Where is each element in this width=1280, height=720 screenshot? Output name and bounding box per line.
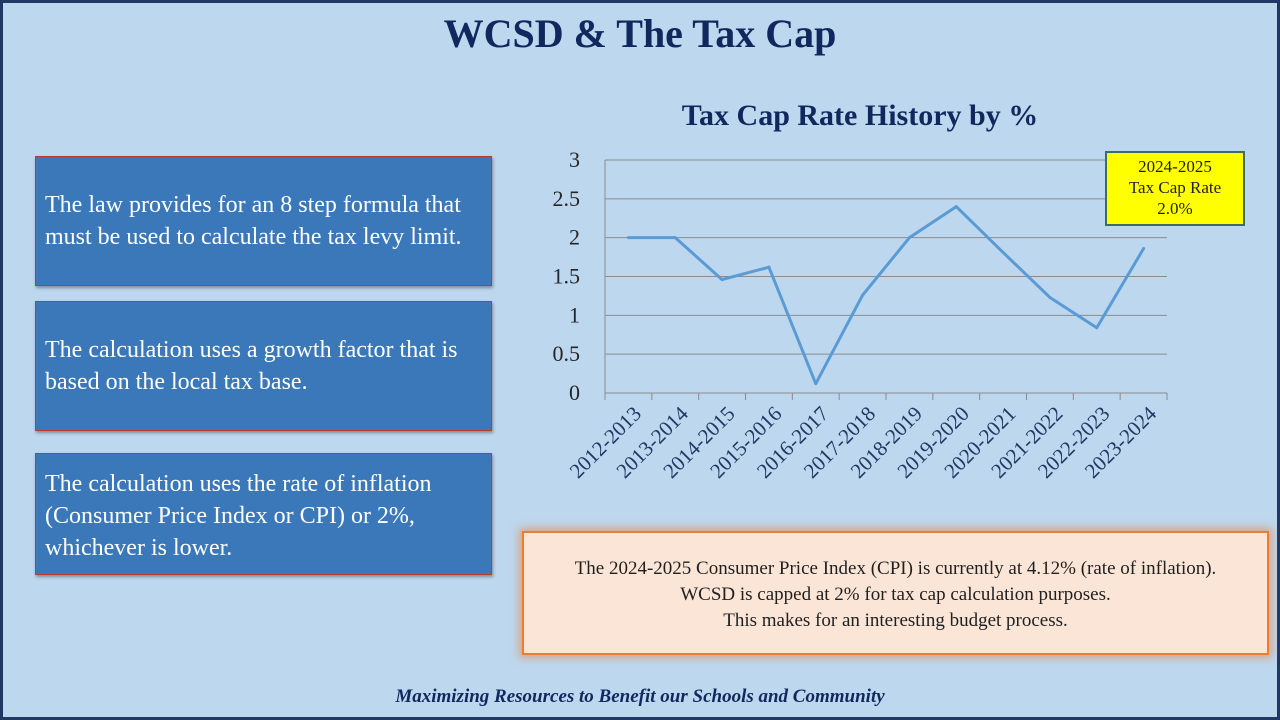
y-tick-label: 0 (569, 380, 580, 405)
callout-rate: 2.0% (1157, 199, 1193, 218)
info-box-text: The law provides for an 8 step formula t… (45, 192, 462, 250)
y-tick-label: 2.5 (553, 186, 581, 211)
chart-title: Tax Cap Rate History by % (681, 99, 1039, 132)
info-box-inflation: The calculation uses the rate of inflati… (35, 453, 492, 575)
data-point (1048, 295, 1052, 299)
slide-footer: Maximizing Resources to Benefit our Scho… (395, 686, 885, 707)
data-point (673, 236, 677, 240)
chart-series (626, 205, 1146, 386)
info-box-text: The calculation uses the rate of inflati… (45, 471, 432, 561)
data-point (626, 236, 630, 240)
cpi-note-line: The 2024-2025 Consumer Price Index (CPI)… (574, 558, 1217, 579)
series-line (628, 205, 1145, 386)
info-box-formula: The law provides for an 8 step formula t… (35, 156, 492, 286)
callout-year: 2024-2025 (1138, 157, 1212, 176)
data-point (814, 382, 818, 386)
data-point (1001, 250, 1005, 254)
data-point (1095, 326, 1099, 330)
data-point (767, 265, 771, 269)
info-box-growth-factor: The calculation uses a growth factor tha… (35, 301, 492, 431)
y-tick-label: 2 (569, 225, 580, 250)
callout-label: Tax Cap Rate (1128, 178, 1222, 197)
y-tick-label: 0.5 (553, 341, 581, 366)
data-point (720, 278, 724, 282)
cpi-note-line: WCSD is capped at 2% for tax cap calcula… (680, 584, 1111, 605)
y-tick-label: 1.5 (553, 264, 581, 289)
chart-gridlines (605, 159, 1167, 355)
slide-title: WCSD & The Tax Cap (443, 11, 837, 56)
y-tick-label: 1 (569, 302, 580, 327)
chart-axes (604, 160, 1168, 400)
cpi-note-line: This makes for an interesting budget pro… (723, 610, 1068, 631)
info-box-text: The calculation uses a growth factor tha… (45, 337, 458, 395)
y-tick-label: 3 (569, 147, 580, 172)
tax-cap-line-chart: 00.511.522.532012-20132013-20142014-2015… (553, 147, 1168, 483)
cpi-note-box: The 2024-2025 Consumer Price Index (CPI)… (522, 531, 1269, 655)
tax-cap-rate-callout: 2024-2025 Tax Cap Rate 2.0% (1105, 151, 1245, 226)
data-point (954, 205, 958, 209)
data-point (1142, 247, 1146, 251)
data-point (907, 236, 911, 240)
data-point (861, 293, 865, 297)
